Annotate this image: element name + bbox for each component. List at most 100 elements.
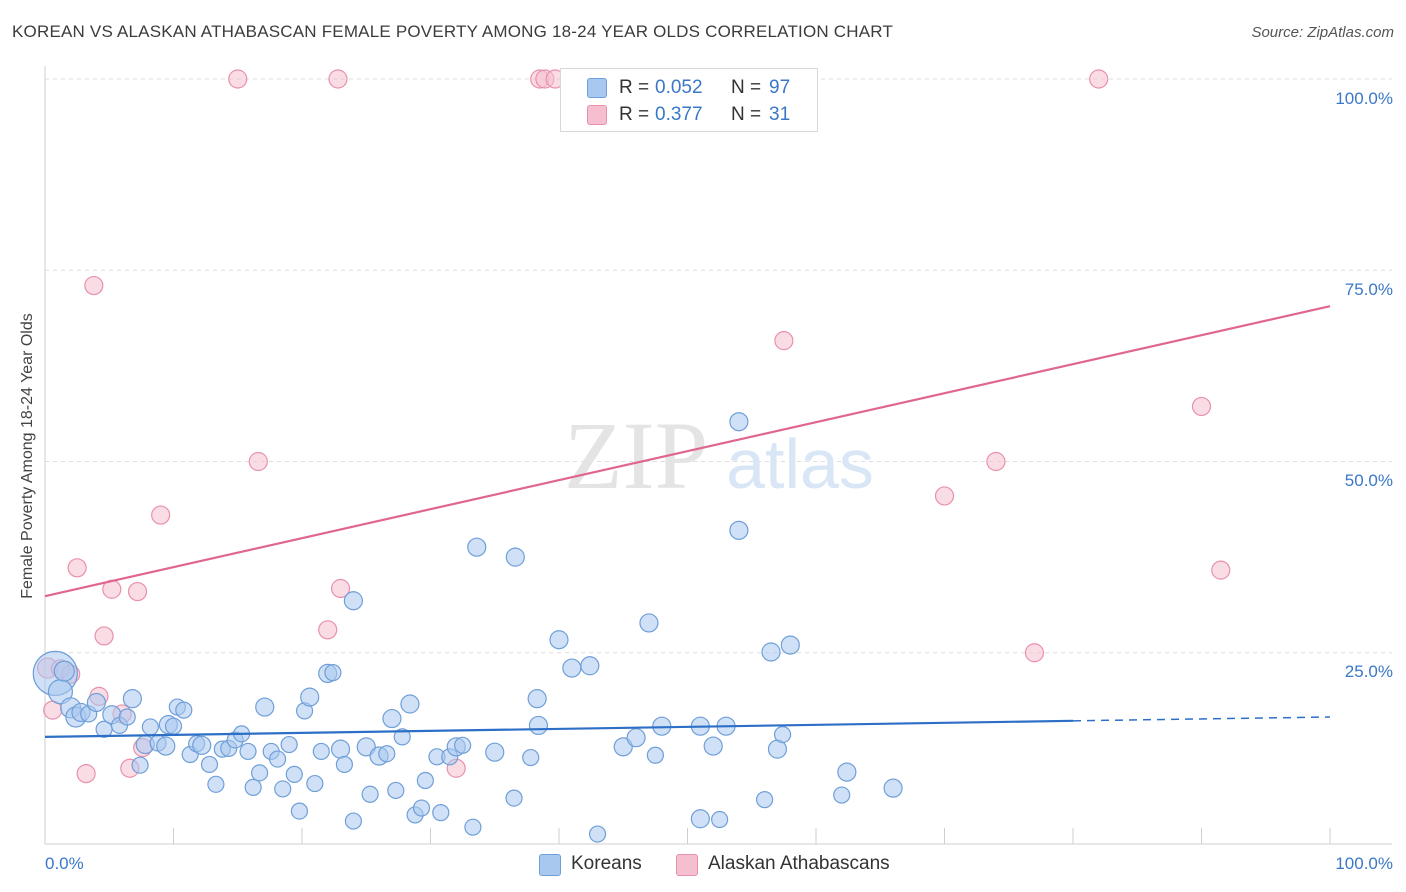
alaskan-point[interactable]: [127, 581, 148, 602]
korean-point[interactable]: [626, 728, 646, 748]
korean-point[interactable]: [780, 635, 800, 655]
korean-point[interactable]: [330, 739, 351, 759]
korean-point[interactable]: [244, 778, 262, 796]
korean-point[interactable]: [703, 736, 723, 756]
korean-point[interactable]: [522, 748, 540, 767]
alaskan-point[interactable]: [228, 69, 248, 89]
korean-point[interactable]: [837, 762, 857, 782]
korean-point[interactable]: [485, 742, 505, 762]
korean-point[interactable]: [378, 745, 396, 763]
legend-r-value: 0.377: [655, 104, 703, 125]
korean-point[interactable]: [883, 778, 903, 798]
korean-point[interactable]: [131, 756, 149, 774]
korean-point[interactable]: [416, 771, 434, 790]
alaskan-point[interactable]: [328, 69, 348, 89]
alaskan-point[interactable]: [1211, 560, 1231, 580]
korean-point[interactable]: [646, 746, 664, 764]
korean-point[interactable]: [175, 701, 193, 719]
alaskan-point[interactable]: [774, 331, 794, 351]
korean-point[interactable]: [312, 742, 330, 761]
korean-point[interactable]: [53, 660, 75, 682]
korean-point[interactable]: [400, 694, 420, 714]
watermark: ZIP atlas: [564, 402, 874, 509]
alaskan-point[interactable]: [1089, 69, 1109, 89]
korean-point[interactable]: [344, 812, 362, 830]
korean-trend-extension: [1072, 716, 1331, 722]
korean-point[interactable]: [432, 804, 450, 822]
korean-point[interactable]: [255, 697, 275, 717]
alaskan-point[interactable]: [151, 505, 171, 525]
korean-point[interactable]: [580, 656, 600, 676]
korean-point[interactable]: [833, 786, 851, 804]
legend-swatch-alaskan: [587, 105, 607, 125]
chart-title: KOREAN VS ALASKAN ATHABASCAN FEMALE POVE…: [12, 22, 894, 41]
x-tick-label-min: 0.0%: [45, 854, 84, 873]
alaskan-point[interactable]: [67, 558, 87, 578]
korean-point[interactable]: [412, 799, 431, 817]
korean-point[interactable]: [300, 687, 320, 707]
korean-point[interactable]: [464, 818, 482, 836]
alaskan-label: Alaskan Athabascans: [708, 853, 890, 874]
korean-point[interactable]: [141, 718, 159, 736]
korean-point[interactable]: [639, 613, 659, 633]
korean-point[interactable]: [505, 789, 523, 807]
korean-point[interactable]: [164, 717, 183, 735]
korean-point[interactable]: [690, 809, 710, 829]
korean-point[interactable]: [711, 810, 729, 829]
korean-point[interactable]: [118, 708, 136, 726]
legend-row-alaskan: R = 0.377 N = 31: [561, 102, 817, 128]
alaskan-point[interactable]: [986, 451, 1006, 472]
korean-point[interactable]: [527, 689, 547, 709]
korean-point[interactable]: [729, 412, 749, 432]
korean-point[interactable]: [285, 765, 303, 783]
korean-point[interactable]: [324, 664, 342, 682]
alaskan-point[interactable]: [1191, 396, 1212, 417]
korean-point[interactable]: [729, 520, 749, 540]
korean-point[interactable]: [505, 547, 525, 567]
korean-point[interactable]: [343, 591, 363, 611]
korean-point[interactable]: [755, 791, 774, 809]
korean-point[interactable]: [761, 642, 781, 662]
koreans-label: Koreans: [571, 853, 642, 874]
korean-point[interactable]: [207, 775, 225, 793]
korean-point[interactable]: [306, 774, 324, 793]
watermark-zip: ZIP: [564, 402, 708, 509]
korean-point[interactable]: [562, 658, 582, 678]
alaskan-point[interactable]: [330, 578, 351, 599]
series-legend: Koreans Alaskan Athabascans: [0, 852, 1406, 878]
korean-point[interactable]: [361, 785, 379, 803]
korean-point[interactable]: [393, 728, 411, 746]
y-tick-label: 50.0%: [1345, 471, 1393, 490]
korean-trend-line: [44, 719, 1074, 738]
korean-point[interactable]: [274, 780, 292, 798]
source-label: Source: ZipAtlas.com: [1251, 24, 1394, 41]
korean-point[interactable]: [200, 755, 219, 774]
alaskan-point[interactable]: [248, 451, 268, 472]
korean-point[interactable]: [549, 630, 569, 650]
alaskan-point[interactable]: [94, 626, 114, 646]
korean-point[interactable]: [588, 825, 607, 843]
korean-point[interactable]: [250, 764, 269, 782]
alaskan-point[interactable]: [1024, 643, 1045, 663]
korean-point[interactable]: [290, 802, 309, 820]
korean-point[interactable]: [387, 781, 405, 800]
alaskan-point[interactable]: [84, 275, 104, 296]
alaskan-trend-line: [44, 305, 1331, 598]
korean-point[interactable]: [773, 726, 792, 744]
korean-point[interactable]: [239, 742, 257, 761]
korean-point[interactable]: [335, 755, 354, 774]
alaskan-point[interactable]: [76, 764, 96, 784]
korean-point[interactable]: [528, 715, 549, 736]
x-tick-label-max: 100.0%: [1335, 854, 1393, 873]
korean-point[interactable]: [382, 708, 402, 729]
korean-point[interactable]: [192, 735, 212, 755]
korean-point[interactable]: [280, 735, 298, 754]
korean-point[interactable]: [156, 736, 176, 756]
korean-point[interactable]: [467, 537, 487, 557]
alaskan-point[interactable]: [318, 620, 338, 640]
korean-point[interactable]: [86, 692, 107, 713]
korean-point[interactable]: [454, 736, 472, 754]
korean-point[interactable]: [268, 750, 287, 768]
alaskan-point[interactable]: [934, 486, 955, 506]
korean-point[interactable]: [122, 689, 142, 709]
